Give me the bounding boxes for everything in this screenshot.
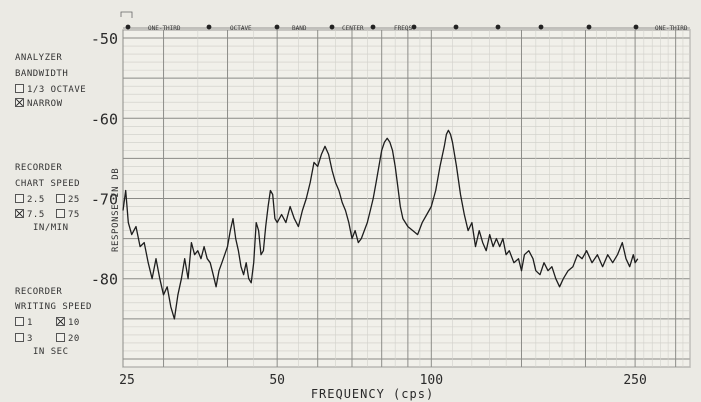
writing-speed-option: 3 (15, 333, 33, 344)
checkbox-icon (56, 333, 65, 342)
band-dot (538, 24, 544, 30)
x-tick-label: 100 (420, 373, 443, 388)
checkbox-icon (15, 317, 24, 326)
x-tick-label: 50 (269, 373, 285, 388)
x-tick-label: 25 (119, 373, 135, 388)
chart-speed-title-line2: CHART SPEED (15, 179, 81, 189)
band-dot (453, 24, 459, 30)
band-dot (495, 24, 501, 30)
header-label: OCTAVE (230, 25, 252, 32)
band-dot (206, 24, 212, 30)
header-label: FREQS (394, 25, 412, 32)
chart-speed-label: 7.5 (27, 210, 45, 220)
checkbox-icon (15, 194, 24, 203)
y-tick-label: -50 (91, 30, 118, 48)
chart-speed-option: 7.5 (15, 209, 45, 220)
writing-speed-unit: IN SEC (33, 347, 69, 357)
band-dot (329, 24, 335, 30)
analyzer-option-narrow: NARROW (15, 98, 63, 109)
writing-speed-title-line2: WRITING SPEED (15, 302, 92, 312)
band-dot (125, 24, 131, 30)
band-dot (274, 24, 280, 30)
chart-speed-label: 2.5 (27, 195, 45, 205)
y-tick-label: -80 (91, 271, 118, 289)
writing-speed-option: 10 (56, 317, 80, 328)
writing-speed-label: 20 (68, 334, 80, 344)
y-tick-label: -60 (91, 110, 118, 128)
chart-speed-option: 25 (56, 194, 80, 205)
x-axis-label: FREQUENCY (cps) (311, 387, 434, 401)
band-dot (370, 24, 376, 30)
checkbox-icon (56, 194, 65, 203)
band-dot (586, 24, 592, 30)
checked-box-icon (15, 98, 24, 107)
header-label: ONE-THIRD (148, 25, 181, 32)
analyzer-option-label: 1/3 OCTAVE (27, 85, 87, 95)
checked-box-icon (56, 317, 65, 326)
y-axis-label: RESPONSE IN DB (111, 167, 121, 252)
chart-speed-option: 75 (56, 209, 80, 220)
analyzer-title-line2: BANDWIDTH (15, 69, 69, 79)
writing-speed-label: 1 (27, 318, 33, 328)
y-tick-label: -70 (91, 191, 118, 209)
header-label: BAND (292, 25, 307, 32)
header-label: CENTER (342, 25, 364, 32)
checkbox-icon (56, 209, 65, 218)
writing-speed-option: 1 (15, 317, 33, 328)
header-label: ONE-THIRD (655, 25, 688, 32)
chart-speed-title-line1: RECORDER (15, 163, 63, 173)
response-trace (122, 129, 639, 320)
writing-speed-option: 20 (56, 333, 80, 344)
x-tick-label: 250 (623, 373, 646, 388)
chart-speed-label: 25 (68, 195, 80, 205)
checkbox-icon (15, 84, 24, 93)
checked-box-icon (15, 209, 24, 218)
analyzer-option-label: NARROW (27, 99, 63, 109)
chart-speed-option: 2.5 (15, 194, 45, 205)
corner-mark (120, 11, 133, 18)
band-dot (633, 24, 639, 30)
chart-speed-unit: IN/MIN (33, 223, 69, 233)
settings-panel: ANALYZER BANDWIDTH 1/3 OCTAVE NARROW REC… (0, 0, 122, 402)
band-dot (411, 24, 417, 30)
analyzer-option-third-octave: 1/3 OCTAVE (15, 84, 86, 95)
chart-speed-label: 75 (68, 210, 80, 220)
writing-speed-title-line1: RECORDER (15, 287, 63, 297)
checkbox-icon (15, 333, 24, 342)
analyzer-title-line1: ANALYZER (15, 53, 63, 63)
writing-speed-label: 10 (68, 318, 80, 328)
writing-speed-label: 3 (27, 334, 33, 344)
